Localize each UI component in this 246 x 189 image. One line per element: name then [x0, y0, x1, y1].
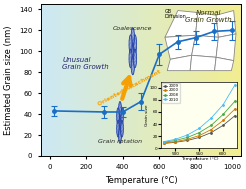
Bar — [111, 4, 114, 156]
Bar — [231, 4, 235, 156]
Bar — [211, 4, 215, 156]
Bar — [81, 4, 84, 156]
Bar — [94, 4, 97, 156]
Circle shape — [119, 101, 122, 118]
Bar — [84, 4, 87, 156]
Bar — [141, 4, 144, 156]
Circle shape — [131, 42, 135, 61]
Circle shape — [117, 120, 120, 137]
Bar — [154, 4, 158, 156]
Bar — [101, 4, 104, 156]
Bar — [77, 4, 81, 156]
Bar — [124, 4, 128, 156]
Bar — [97, 4, 101, 156]
Text: Oriented Attachment: Oriented Attachment — [97, 69, 161, 107]
Bar — [144, 4, 148, 156]
Circle shape — [121, 108, 123, 125]
Bar — [198, 4, 201, 156]
Bar — [64, 4, 67, 156]
Bar — [87, 4, 91, 156]
X-axis label: Temperature (°C): Temperature (°C) — [105, 176, 177, 185]
Bar — [208, 4, 211, 156]
Circle shape — [129, 35, 132, 54]
Bar — [238, 4, 242, 156]
Text: Grain rotation: Grain rotation — [98, 139, 142, 144]
Bar — [131, 4, 134, 156]
Bar — [228, 4, 231, 156]
Bar — [148, 4, 151, 156]
Bar — [235, 4, 238, 156]
Bar — [184, 4, 188, 156]
Bar — [205, 4, 208, 156]
Bar — [161, 4, 165, 156]
Bar — [201, 4, 205, 156]
Text: Unusual
Grain Growth: Unusual Grain Growth — [62, 57, 109, 70]
Bar — [178, 4, 181, 156]
Bar — [104, 4, 108, 156]
Circle shape — [131, 28, 135, 46]
Bar — [108, 4, 111, 156]
Bar — [57, 4, 61, 156]
Bar — [225, 4, 228, 156]
Bar — [114, 4, 118, 156]
Y-axis label: Estimated Grain size (nm): Estimated Grain size (nm) — [4, 25, 13, 135]
Bar — [67, 4, 71, 156]
Bar — [218, 4, 221, 156]
Circle shape — [129, 49, 132, 68]
Circle shape — [121, 120, 123, 137]
Bar — [191, 4, 195, 156]
Bar — [171, 4, 174, 156]
Bar — [71, 4, 74, 156]
Circle shape — [131, 56, 135, 75]
Bar — [74, 4, 77, 156]
Text: Normal
Grain Growth: Normal Grain Growth — [185, 10, 232, 23]
Bar — [174, 4, 178, 156]
Bar — [41, 4, 44, 156]
Bar — [215, 4, 218, 156]
Bar — [195, 4, 198, 156]
Bar — [128, 4, 131, 156]
Bar — [138, 4, 141, 156]
Bar — [134, 4, 138, 156]
Circle shape — [119, 127, 122, 143]
Bar — [51, 4, 54, 156]
Bar — [118, 4, 121, 156]
Circle shape — [117, 108, 120, 125]
Bar — [47, 4, 51, 156]
Bar — [188, 4, 191, 156]
Bar — [44, 4, 47, 156]
Circle shape — [119, 114, 122, 131]
Bar — [158, 4, 161, 156]
Text: Coalescence: Coalescence — [113, 26, 153, 31]
Circle shape — [133, 49, 137, 68]
Circle shape — [133, 35, 137, 54]
Bar — [181, 4, 184, 156]
Bar — [121, 4, 124, 156]
Bar — [151, 4, 154, 156]
Bar — [165, 4, 168, 156]
Bar — [54, 4, 57, 156]
Bar — [61, 4, 64, 156]
Bar — [91, 4, 94, 156]
Bar — [221, 4, 225, 156]
Bar — [168, 4, 171, 156]
